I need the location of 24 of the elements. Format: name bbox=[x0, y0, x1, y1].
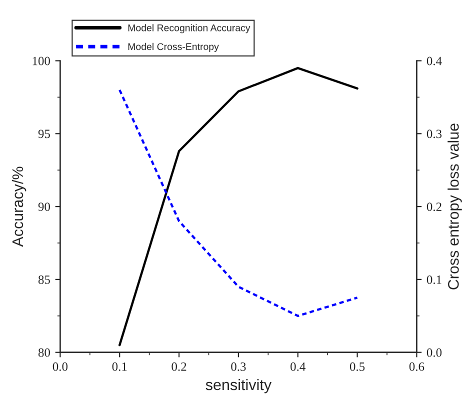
y-tick-label: 85 bbox=[38, 275, 50, 284]
legend-label: Model Recognition Accuracy bbox=[128, 24, 250, 34]
y-tick-label: 80 bbox=[38, 348, 50, 357]
x-tick-label: 0.5 bbox=[350, 362, 365, 371]
legend-label: Model Cross-Entropy bbox=[128, 42, 219, 52]
x-tick-label: 0.6 bbox=[409, 362, 424, 371]
x-axis-title: sensitivity bbox=[206, 378, 272, 394]
y2-axis-title: Cross entropy loss value bbox=[448, 124, 462, 290]
line-series bbox=[118, 88, 358, 318]
x-tick-label: 0.2 bbox=[172, 362, 186, 371]
x-tick-label: 0.0 bbox=[52, 362, 68, 371]
y-tick-label: 95 bbox=[38, 130, 50, 138]
y-tick-label: 100 bbox=[32, 56, 50, 66]
y2-tick-label: 0.2 bbox=[426, 202, 442, 212]
y-tick-label: 90 bbox=[38, 202, 50, 212]
y2-tick-label: 0.3 bbox=[426, 130, 442, 138]
x-tick-label: 0.1 bbox=[112, 362, 127, 371]
x-tick-label: 0.3 bbox=[231, 362, 246, 371]
y2-tick-label: 0.1 bbox=[426, 275, 442, 284]
line-series bbox=[118, 66, 358, 346]
x-tick-label: 0.4 bbox=[290, 362, 306, 371]
y2-tick-label: 0.0 bbox=[426, 348, 442, 357]
y-axis-title: Accuracy/% bbox=[12, 166, 26, 247]
y2-tick-label: 0.4 bbox=[426, 56, 442, 66]
